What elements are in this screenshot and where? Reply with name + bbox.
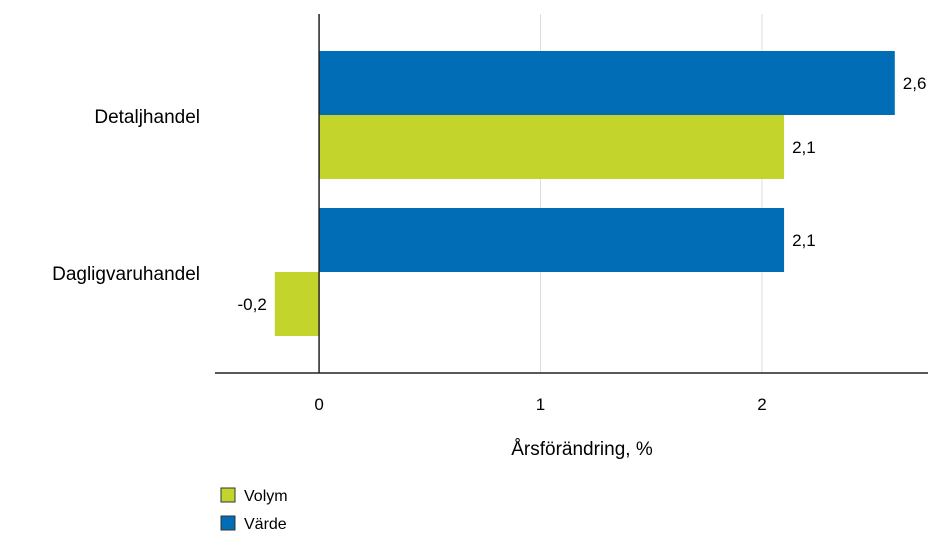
data-label-volym-1: -0,2	[237, 295, 266, 314]
legend-swatch-volym	[220, 487, 236, 503]
x-axis-title: Årsförändring, %	[511, 439, 653, 460]
bars	[274, 51, 895, 336]
x-tick-label-1: 1	[536, 395, 545, 414]
bar-volym-1	[274, 272, 320, 336]
data-label-volym-0: 2,1	[792, 138, 816, 157]
category-label-1: Dagligvaruhandel	[52, 264, 200, 285]
data-label-värde-1: 2,1	[792, 231, 816, 250]
legend-label-volym: Volym	[244, 488, 288, 505]
bar-värde-0	[319, 51, 895, 115]
x-tick-label-2: 2	[757, 395, 766, 414]
x-tick-labels: 0 1 2	[314, 395, 766, 414]
data-labels: 2,6 2,1 2,1 -0,2	[237, 74, 926, 314]
x-tick-label-0: 0	[314, 395, 323, 414]
legend-label-värde: Värde	[244, 516, 287, 533]
category-label-0: Detaljhandel	[94, 107, 200, 128]
legend-swatch-värde	[220, 515, 236, 531]
data-label-värde-0: 2,6	[903, 74, 927, 93]
bar-värde-1	[319, 208, 785, 272]
category-labels: Detaljhandel Dagligvaruhandel	[52, 107, 200, 285]
legend: Volym Värde	[220, 487, 288, 533]
bar-volym-0	[319, 115, 785, 179]
